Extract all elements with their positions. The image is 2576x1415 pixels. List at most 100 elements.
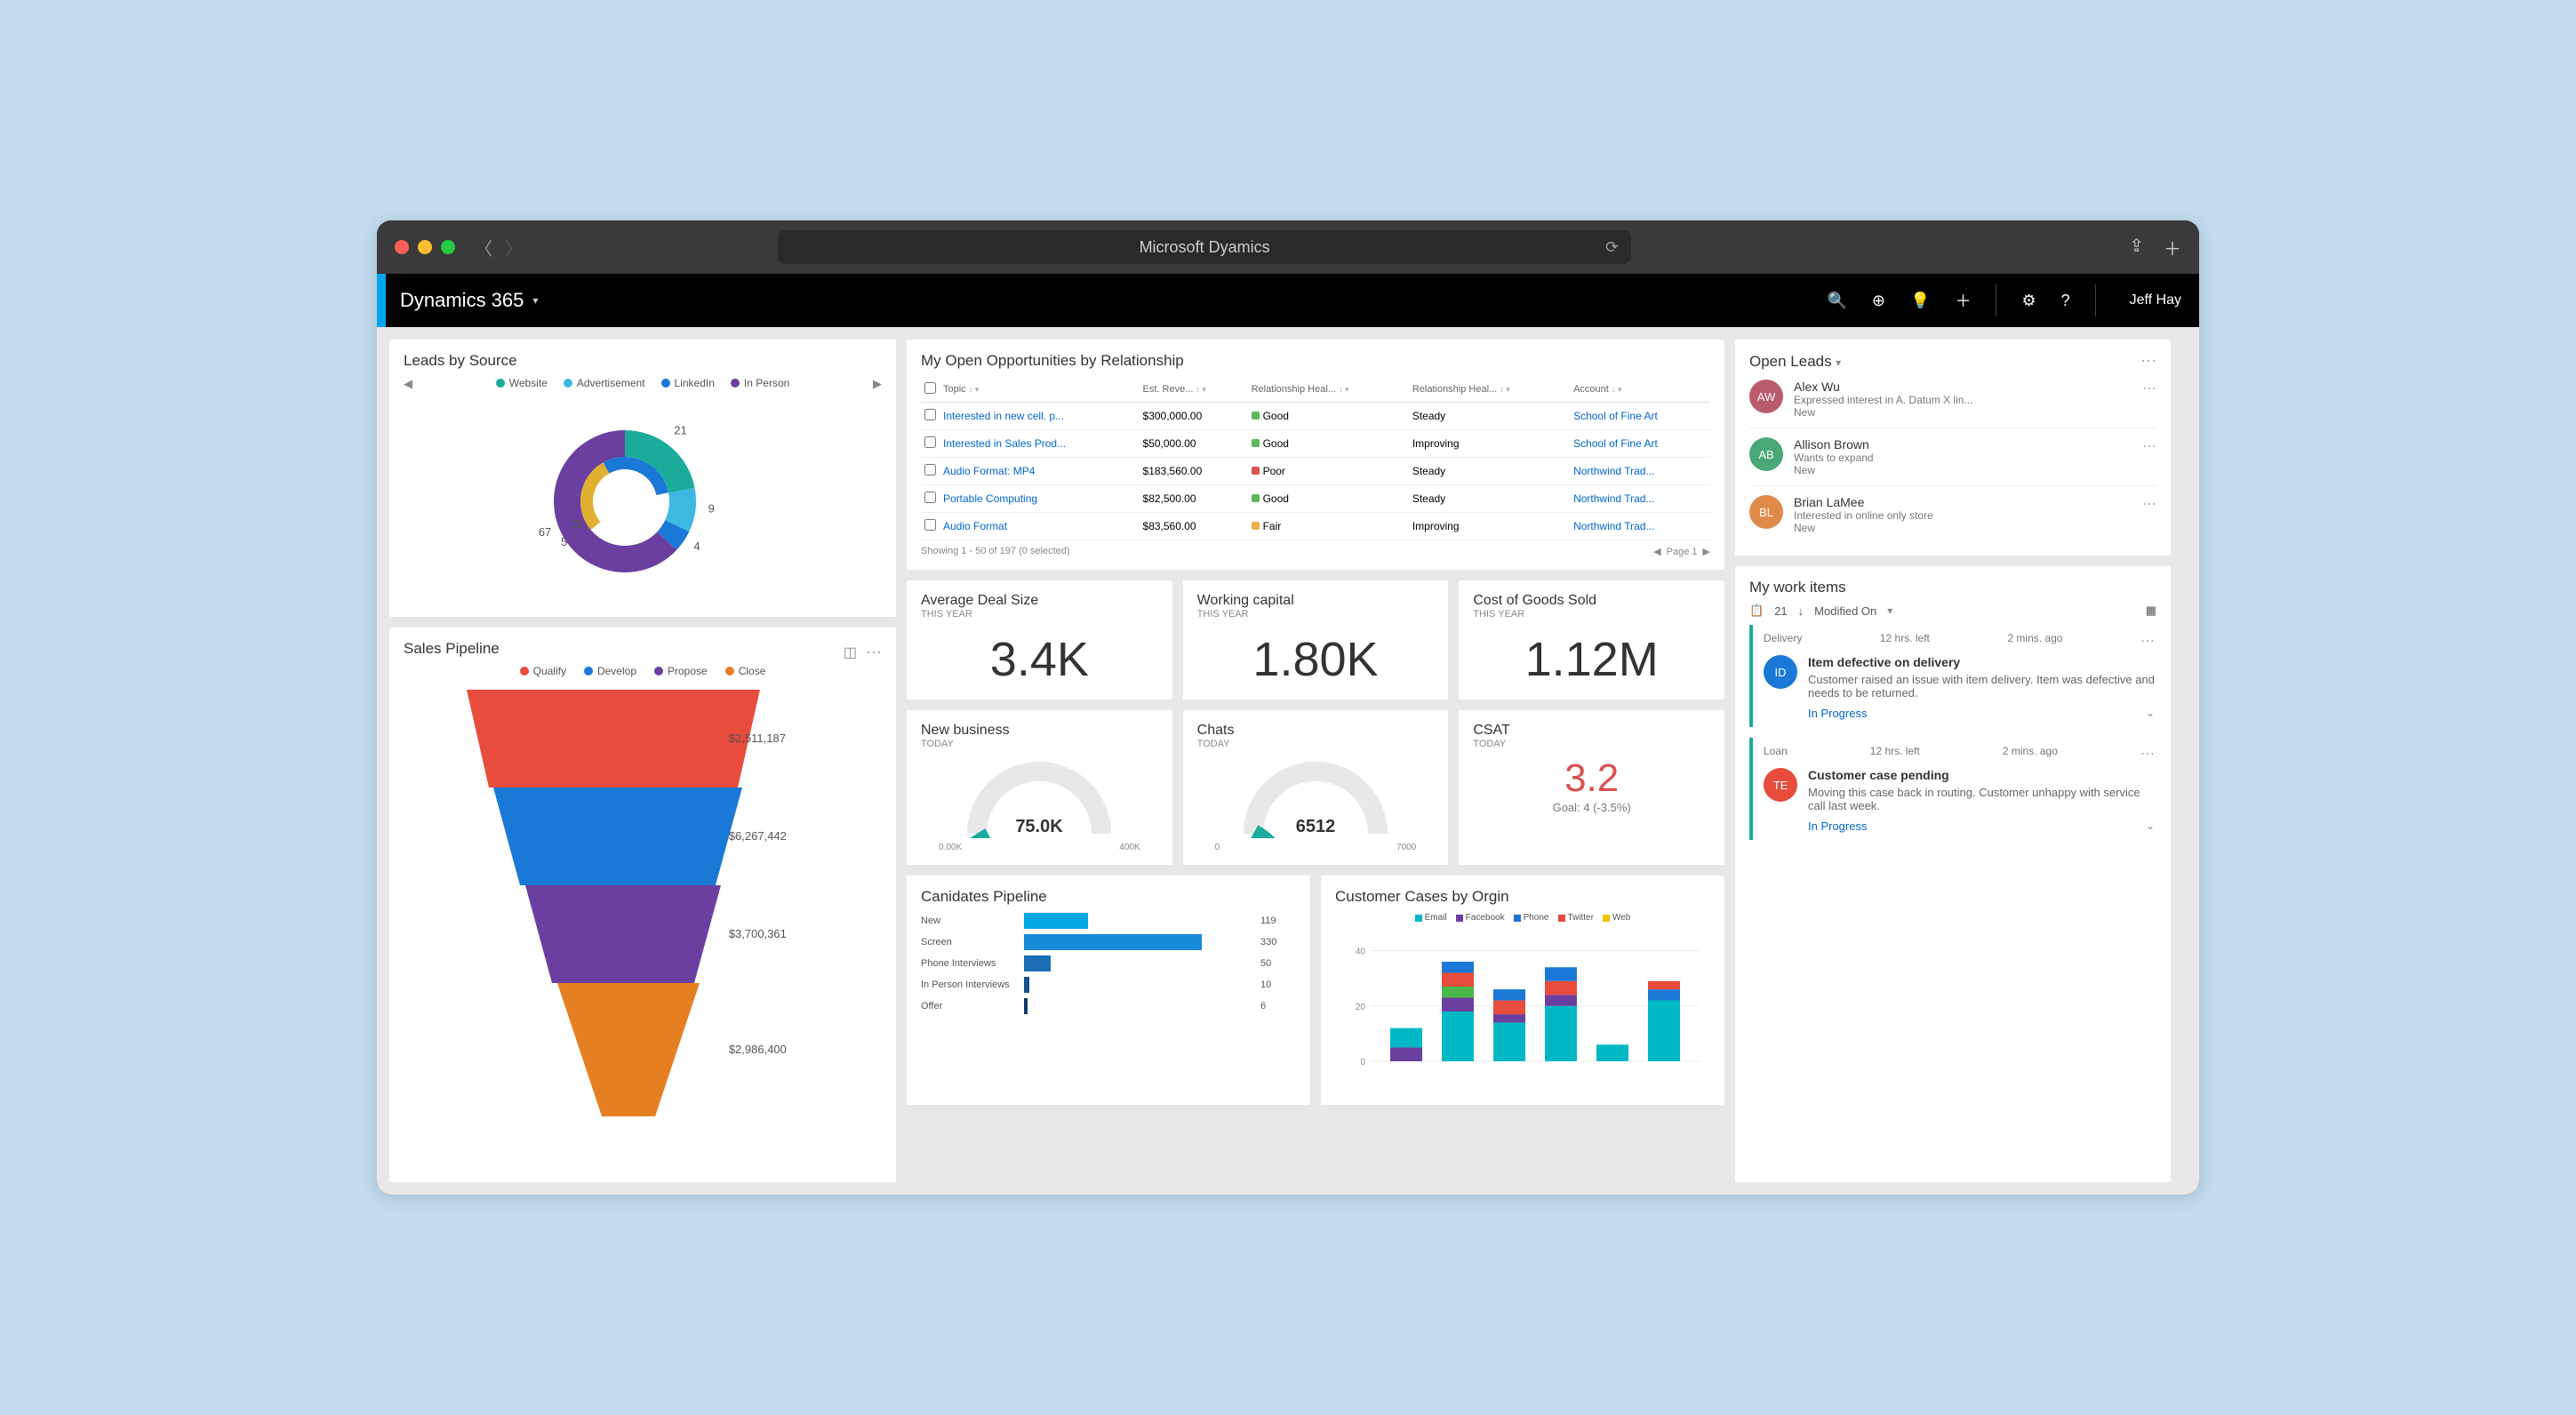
app-name[interactable]: Dynamics 365 <box>400 289 524 312</box>
card-title: Canidates Pipeline <box>921 888 1296 906</box>
address-bar[interactable]: Microsoft Dyamics ⟳ <box>778 230 1631 264</box>
chevron-down-icon[interactable]: ⌄ <box>2146 819 2155 833</box>
table-row[interactable]: Interested in new cell. p...$300,000.00 … <box>921 403 1710 430</box>
table-column-header[interactable]: Relationship Heal...↕ ▾ <box>1248 377 1409 403</box>
table-column-header[interactable]: Topic↕ ▾ <box>940 377 1140 403</box>
view-toggle-icon[interactable]: ▦ <box>2146 604 2156 618</box>
table-footer-count: Showing 1 - 50 of 197 (0 selected) <box>921 546 1070 557</box>
row-checkbox[interactable] <box>924 492 936 503</box>
kpi-title: Average Deal Size <box>921 593 1158 609</box>
legend-item[interactable]: Propose <box>654 665 708 677</box>
work-item[interactable]: Delivery12 hrs. left2 mins. ago⋯ ID Item… <box>1749 625 2156 727</box>
work-item-status[interactable]: In Progress <box>1808 819 1867 833</box>
prev-arrow-icon[interactable]: ◀ <box>404 377 412 398</box>
gauge-chart: 75.0K <box>924 749 1155 838</box>
csat-goal: Goal: 4 (-3.5%) <box>1473 801 1710 814</box>
row-checkbox[interactable] <box>924 464 936 476</box>
csat-title: CSAT <box>1473 723 1710 739</box>
more-icon[interactable]: ⋯ <box>866 644 882 662</box>
customer-cases-card: Customer Cases by Orgin Email Facebook Pho… <box>1321 875 1724 1105</box>
gauge-max: 7000 <box>1396 843 1416 852</box>
maximize-window-button[interactable] <box>441 240 455 254</box>
table-row[interactable]: Portable Computing$82,500.00 Good Steady… <box>921 485 1710 513</box>
add-icon[interactable]: ＋ <box>1955 289 1971 312</box>
next-arrow-icon[interactable]: ▶ <box>873 377 882 398</box>
share-icon[interactable]: ⇪ <box>2129 235 2144 260</box>
chevron-down-icon[interactable]: ⌄ <box>2146 707 2155 720</box>
chevron-down-icon[interactable]: ▾ <box>1836 356 1841 369</box>
lead-item[interactable]: AB Allison Brown Wants to expand New ⋯ <box>1749 428 2156 486</box>
chart-type-icon[interactable]: ◫ <box>844 644 857 661</box>
work-items-list: Delivery12 hrs. left2 mins. ago⋯ ID Item… <box>1749 625 2156 840</box>
legend-item[interactable]: Facebook <box>1456 913 1505 923</box>
table-row[interactable]: Audio Format$83,560.00 Fair ImprovingNor… <box>921 513 1710 540</box>
table-column-header[interactable]: Est. Reve...↕ ▾ <box>1140 377 1248 403</box>
more-icon[interactable]: ⋯ <box>2140 352 2156 371</box>
more-icon[interactable]: ⋯ <box>2140 632 2155 650</box>
new-tab-icon[interactable]: ＋ <box>2164 235 2181 260</box>
assistant-icon[interactable]: 💡 <box>1910 292 1930 310</box>
user-name[interactable]: Jeff Hay <box>2130 292 2181 308</box>
reload-icon[interactable]: ⟳ <box>1605 238 1619 257</box>
table-column-header[interactable]: Relationship Heal...↕ ▾ <box>1409 377 1570 403</box>
search-icon[interactable]: 🔍 <box>1828 292 1847 310</box>
legend-item[interactable]: Advertisement <box>564 377 645 389</box>
legend-item[interactable]: Web <box>1603 913 1630 923</box>
table-row[interactable]: Audio Format: MP4$183,560.00 Poor Steady… <box>921 458 1710 485</box>
legend-item[interactable]: Close <box>725 665 766 677</box>
csat-subtitle: TODAY <box>1473 739 1710 749</box>
forward-button[interactable]: 〉 <box>505 235 523 260</box>
work-item-status[interactable]: In Progress <box>1808 707 1867 720</box>
kpi-subtitle: THIS YEAR <box>1197 609 1435 620</box>
more-icon[interactable]: ⋯ <box>2140 745 2155 763</box>
card-title: Customer Cases by Orgin <box>1335 888 1710 906</box>
table-column-header[interactable]: Account↕ ▾ <box>1570 377 1710 403</box>
sales-pipeline-card: Sales Pipeline ◫ ⋯ QualifyDevelopPropose… <box>389 628 896 1182</box>
next-page-icon[interactable]: ▶ <box>1703 547 1710 557</box>
more-icon[interactable]: ⋯ <box>2142 495 2156 513</box>
kpi-value: 3.4K <box>921 632 1158 687</box>
legend-item[interactable]: Email <box>1415 913 1447 923</box>
avatar: AW <box>1749 380 1783 413</box>
sort-arrow-icon[interactable]: ↓ <box>1798 604 1804 618</box>
legend-item[interactable]: Phone <box>1514 913 1549 923</box>
legend-item[interactable]: Qualify <box>520 665 566 677</box>
row-checkbox[interactable] <box>924 436 936 448</box>
svg-text:75.0K: 75.0K <box>1016 817 1064 836</box>
app-menu-chevron-icon[interactable]: ▾ <box>532 294 538 307</box>
legend-item[interactable]: LinkedIn <box>661 377 715 389</box>
csat-card: CSAT TODAY 3.2 Goal: 4 (-3.5%) <box>1459 710 1724 865</box>
chevron-down-icon[interactable]: ▾ <box>1887 604 1892 617</box>
task-icon[interactable]: ⊕ <box>1872 292 1885 310</box>
card-title: My work items <box>1749 579 2156 596</box>
svg-text:0: 0 <box>1360 1058 1365 1067</box>
table-row[interactable]: Interested in Sales Prod...$50,000.00 Go… <box>921 430 1710 458</box>
work-item[interactable]: Loan12 hrs. left2 mins. ago⋯ TE Customer… <box>1749 738 2156 840</box>
legend-item[interactable]: Website <box>496 377 548 389</box>
more-icon[interactable]: ⋯ <box>2142 437 2156 455</box>
kpi-subtitle: THIS YEAR <box>921 609 1158 620</box>
dashboard-grid: Leads by Source ◀ WebsiteAdvertisementLi… <box>377 327 2199 1195</box>
svg-text:40: 40 <box>1356 947 1366 957</box>
legend-item[interactable]: Twitter <box>1558 913 1594 923</box>
settings-icon[interactable]: ⚙ <box>2021 292 2036 310</box>
minimize-window-button[interactable] <box>418 240 432 254</box>
sort-field[interactable]: Modified On <box>1814 604 1876 618</box>
lead-item[interactable]: BL Brian LaMee Interested in online only… <box>1749 486 2156 543</box>
legend-item[interactable]: In Person <box>731 377 789 389</box>
prev-page-icon[interactable]: ◀ <box>1653 547 1660 557</box>
svg-text:5: 5 <box>561 535 567 548</box>
gauge-subtitle: TODAY <box>921 739 1158 749</box>
select-all-checkbox[interactable] <box>924 382 936 394</box>
row-checkbox[interactable] <box>924 519 936 531</box>
back-button[interactable]: 〈 <box>475 235 492 260</box>
hbar-row: New 119 <box>921 913 1296 929</box>
hbar-row: Screen 330 <box>921 934 1296 950</box>
more-icon[interactable]: ⋯ <box>2142 380 2156 397</box>
legend-item[interactable]: Develop <box>584 665 636 677</box>
close-window-button[interactable] <box>395 240 409 254</box>
clipboard-icon[interactable]: 📋 <box>1749 604 1764 618</box>
row-checkbox[interactable] <box>924 409 936 420</box>
help-icon[interactable]: ? <box>2061 292 2070 310</box>
lead-item[interactable]: AW Alex Wu Expressed interest in A. Datu… <box>1749 371 2156 428</box>
